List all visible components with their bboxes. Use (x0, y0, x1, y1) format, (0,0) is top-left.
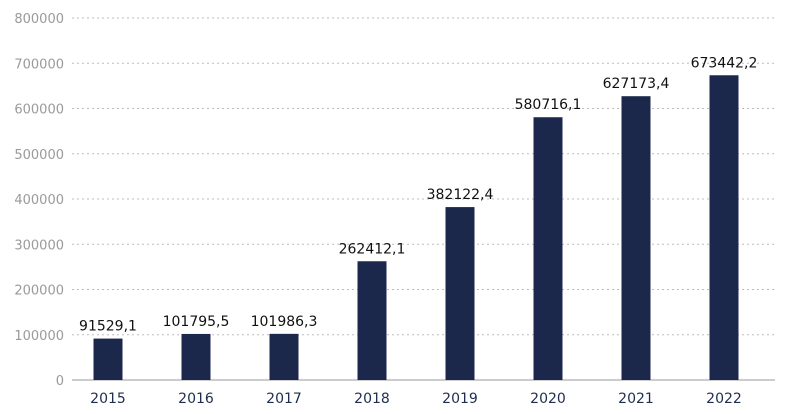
bar-2021 (621, 96, 651, 380)
data-label-2017: 101986,3 (251, 314, 318, 330)
data-label-2016: 101795,5 (163, 314, 230, 330)
bar-2022 (709, 75, 739, 381)
bar-2019 (445, 207, 475, 380)
data-label-2019: 382122,4 (427, 187, 494, 203)
y-tick-label: 800000 (14, 12, 64, 27)
bar-2015 (93, 338, 123, 380)
x-tick-label-2019: 2019 (442, 391, 478, 407)
y-tick-label: 500000 (14, 148, 64, 163)
y-tick-label: 100000 (14, 329, 64, 344)
data-label-2015: 91529,1 (79, 319, 137, 335)
bar-2020 (533, 117, 563, 381)
data-label-2020: 580716,1 (515, 97, 582, 113)
y-tick-label: 0 (56, 374, 64, 389)
y-tick-label: 700000 (14, 57, 64, 72)
data-label-2021: 627173,4 (603, 76, 670, 92)
data-label-2022: 673442,2 (691, 55, 758, 71)
y-tick-label: 600000 (14, 103, 64, 118)
x-tick-label-2020: 2020 (530, 391, 566, 407)
x-tick-label-2018: 2018 (354, 391, 390, 407)
bar-2017 (269, 333, 299, 380)
y-tick-label: 400000 (14, 193, 64, 208)
bar-2018 (357, 261, 387, 380)
x-tick-label-2017: 2017 (266, 391, 302, 407)
y-tick-label: 200000 (14, 284, 64, 299)
x-tick-label-2016: 2016 (178, 391, 214, 407)
x-tick-label-2015: 2015 (90, 391, 126, 407)
bar-2016 (181, 333, 211, 380)
x-tick-label-2022: 2022 (706, 391, 742, 407)
data-label-2018: 262412,1 (339, 241, 406, 257)
y-tick-label: 300000 (14, 238, 64, 253)
x-tick-label-2021: 2021 (618, 391, 654, 407)
